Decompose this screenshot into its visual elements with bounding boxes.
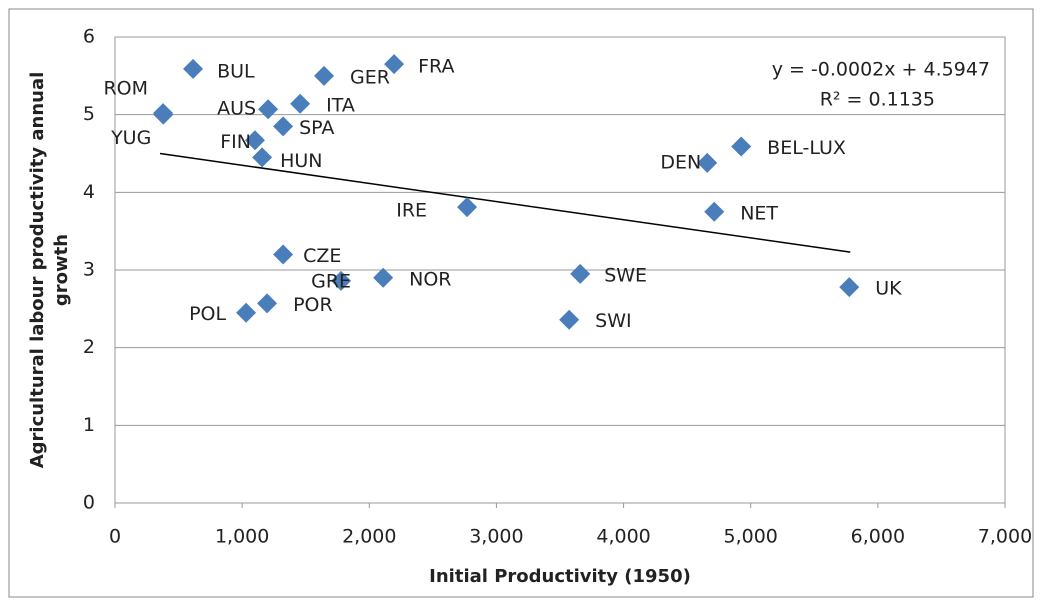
point: [704, 201, 725, 222]
point: [258, 99, 279, 120]
x-tick-label: 7,000: [978, 526, 1032, 548]
point-label: HUN: [280, 150, 322, 172]
point: [697, 152, 718, 173]
point-label: AUS: [217, 98, 256, 120]
point-label: NOR: [409, 268, 451, 290]
y-tick-label: 3: [83, 259, 95, 281]
point-label: ROM: [103, 78, 148, 100]
y-axis-label: growth: [51, 234, 72, 306]
chart-frame: [8, 8, 1034, 598]
point: [273, 116, 294, 137]
point-label: GRE: [311, 270, 351, 292]
point-label: BUL: [217, 60, 255, 82]
point: [731, 136, 752, 157]
y-tick-label: 2: [83, 336, 95, 358]
point: [273, 244, 294, 265]
x-tick-label: 6,000: [851, 526, 905, 548]
y-tick-label: 6: [83, 26, 95, 48]
trendline: [159, 152, 851, 253]
point: [244, 130, 265, 151]
point: [373, 267, 394, 288]
x-tick-label: 1,000: [215, 526, 269, 548]
point: [570, 263, 591, 284]
point: [839, 277, 860, 298]
x-tick-label: 4,000: [596, 526, 650, 548]
point-label: FRA: [418, 56, 454, 78]
y-tick-label: 1: [83, 414, 95, 436]
point-label: GER: [350, 66, 390, 88]
point-label: BEL-LUX: [767, 137, 846, 159]
point: [559, 309, 580, 330]
point: [153, 104, 174, 125]
point-label: YUG: [110, 127, 151, 149]
point: [252, 147, 273, 168]
y-tick-label: 4: [83, 181, 95, 203]
point: [384, 54, 405, 75]
point-label: CZE: [303, 245, 341, 267]
point-label: SPA: [299, 117, 334, 139]
point-label: ITA: [326, 94, 355, 116]
x-tick-label: 2,000: [342, 526, 396, 548]
y-tick-label: 5: [83, 103, 95, 125]
trend-equation: y = -0.0002x + 4.5947: [772, 59, 990, 81]
x-tick-label: 0: [109, 526, 121, 548]
x-tick-label: 3,000: [469, 526, 523, 548]
point: [183, 58, 204, 79]
point: [257, 293, 278, 314]
point: [314, 65, 335, 86]
point-label: SWI: [595, 310, 631, 332]
point: [457, 197, 478, 218]
point-label: DEN: [660, 151, 701, 173]
point-label: POR: [293, 294, 333, 316]
point: [331, 270, 352, 291]
y-axis-label: Agricultural labour productivity annual: [27, 72, 48, 469]
point-label: NET: [740, 202, 778, 224]
point-label: UK: [875, 278, 902, 300]
x-axis-label: Initial Productivity (1950): [429, 566, 691, 587]
point: [236, 302, 257, 323]
y-tick-label: 0: [83, 492, 95, 514]
point-label: IRE: [396, 200, 427, 222]
point: [290, 93, 311, 114]
point-label: SWE: [604, 264, 647, 286]
x-tick-label: 5,000: [724, 526, 778, 548]
trend-r-squared: R² = 0.1135: [820, 89, 935, 111]
point-label: FIN: [220, 131, 251, 153]
point-label: POL: [189, 303, 226, 325]
